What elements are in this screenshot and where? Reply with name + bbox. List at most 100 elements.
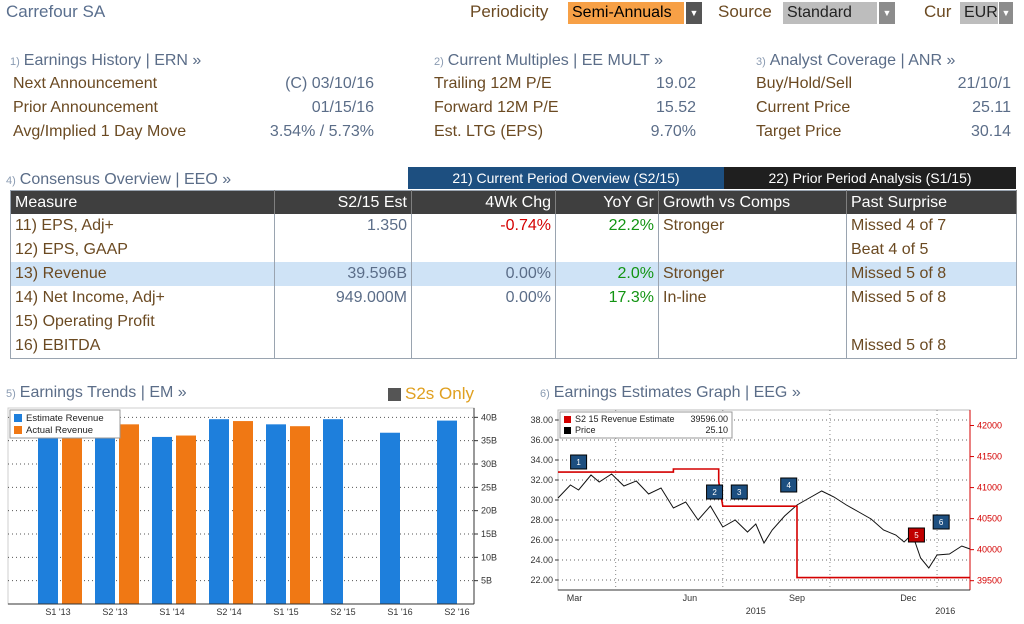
surprise-cell: Missed 5 of 8	[846, 286, 1017, 310]
table-row[interactable]: 12) EPS, GAAP Beat 4 of 5	[10, 238, 1017, 262]
analyst-coverage-link[interactable]: 3) Analyst Coverage | ANR »	[756, 52, 956, 69]
surprise-cell: Missed 5 of 8	[846, 334, 1017, 359]
company-title: Carrefour SA	[6, 2, 106, 21]
y-tick-label-left: 32.00	[530, 475, 553, 485]
source-select[interactable]: Standard	[783, 2, 877, 24]
table-row[interactable]: 11) EPS, Adj+ 1.350 -0.74% 22.2% Stronge…	[10, 214, 1017, 238]
svg-text:4: 4	[786, 481, 791, 490]
column-header-past-surprise[interactable]: Past Surprise	[846, 190, 1017, 214]
measure-cell: 12) EPS, GAAP	[10, 238, 275, 262]
y-tick-label-left: 22.00	[530, 575, 553, 585]
change-cell: 0.00%	[411, 286, 556, 310]
measure-cell: 14) Net Income, Adj+	[10, 286, 275, 310]
x-year-label: 2016	[935, 606, 955, 616]
y-tick-label-right: 40000	[977, 545, 1002, 555]
bar-estimate	[209, 419, 229, 604]
ltg-value: 9.70%	[650, 123, 696, 140]
x-tick-label: Jun	[683, 593, 698, 603]
forward-pe-value: 15.52	[655, 99, 696, 116]
legend-swatch	[564, 427, 571, 434]
chevron-down-icon[interactable]: ▼	[686, 2, 702, 24]
target-price-value: 30.14	[970, 123, 1011, 140]
earnings-history-link[interactable]: 1) Earnings History | ERN »	[10, 52, 202, 69]
surprise-cell: Missed 4 of 7	[846, 214, 1017, 238]
bar-estimate	[266, 424, 286, 604]
revenue-estimate-line	[558, 468, 970, 579]
table-row[interactable]: 15) Operating Profit	[10, 310, 1017, 334]
svg-text:5: 5	[914, 531, 919, 540]
surprise-cell: Beat 4 of 5	[846, 238, 1017, 262]
y-tick-label-left: 24.00	[530, 555, 553, 565]
yoy-cell: 17.3%	[555, 286, 659, 310]
legend-swatch	[564, 416, 571, 423]
table-row-selected[interactable]: 13) Revenue 39.596B 0.00% 2.0% Stronger …	[10, 262, 1017, 286]
source-label: Source	[718, 2, 772, 21]
chart-legend: S2 15 Revenue Estimate 39596.00 Price 25.10	[559, 411, 733, 439]
svg-text:3: 3	[737, 488, 742, 497]
yoy-cell	[555, 334, 659, 359]
column-header-growth-vs-comps[interactable]: Growth vs Comps	[658, 190, 847, 214]
change-cell: -0.74%	[411, 214, 556, 238]
x-tick-label: S1 '15	[273, 607, 298, 617]
tab-prior-period[interactable]: 22) Prior Period Analysis (S1/15)	[724, 167, 1016, 189]
s2-only-label[interactable]: S2s Only	[405, 384, 474, 403]
x-tick-label: S2 '15	[330, 607, 355, 617]
s2-only-checkbox[interactable]	[388, 388, 401, 401]
chevron-down-icon[interactable]: ▼	[879, 2, 895, 24]
next-announcement-label: Next Announcement	[13, 75, 158, 92]
x-tick-label: S1 '14	[159, 607, 184, 617]
chevron-down-icon[interactable]: ▼	[999, 2, 1013, 24]
tab-current-period[interactable]: 21) Current Period Overview (S2/15)	[408, 167, 724, 189]
y-tick-label-left: 26.00	[530, 535, 553, 545]
estimate-cell	[274, 238, 412, 262]
event-marker: 5	[907, 527, 925, 543]
measure-cell: 16) EBITDA	[10, 334, 275, 359]
bar-estimate	[380, 432, 400, 604]
y-tick-label: 25B	[481, 482, 497, 492]
estimate-cell: 1.350	[274, 214, 412, 238]
earnings-trends-link[interactable]: 5) Earnings Trends | EM »	[6, 384, 187, 401]
avg-move-label: Avg/Implied 1 Day Move	[13, 123, 187, 140]
earnings-trends-chart: 5B 10B 15B 20B 25B 30B 35B 40B S1 '13 S2 '13 S1 '1…	[7, 407, 497, 617]
growth-cell	[658, 334, 847, 359]
y-tick-label-right: 40500	[977, 514, 1002, 524]
consensus-overview-link[interactable]: 4) Consensus Overview | EEO »	[6, 171, 232, 188]
table-row[interactable]: 16) EBITDA Missed 5 of 8	[10, 334, 1017, 359]
change-cell: 0.00%	[411, 262, 556, 286]
buy-hold-sell-value: 21/10/1	[957, 75, 1011, 92]
svg-text:6: 6	[939, 518, 944, 527]
column-header-measure[interactable]: Measure	[10, 190, 275, 214]
x-tick-label: Mar	[567, 593, 583, 603]
change-cell	[411, 334, 556, 359]
periodicity-label: Periodicity	[470, 2, 549, 21]
current-multiples-link[interactable]: 2) Current Multiples | EE MULT »	[434, 52, 663, 69]
y-tick-label-right: 42000	[977, 421, 1002, 431]
x-tick-label: Dec	[900, 593, 917, 603]
surprise-cell: Missed 5 of 8	[846, 262, 1017, 286]
growth-cell: Stronger	[658, 262, 847, 286]
prior-announcement-label: Prior Announcement	[13, 99, 158, 116]
x-year-label: 2015	[746, 606, 766, 616]
periodicity-select[interactable]: Semi-Annuals	[568, 2, 684, 24]
earnings-estimates-graph-link[interactable]: 6) Earnings Estimates Graph | EEG »	[540, 384, 801, 401]
legend-label: Estimate Revenue	[26, 413, 104, 424]
estimate-cell	[274, 334, 412, 359]
column-header-4wk-change[interactable]: 4Wk Chg	[411, 190, 556, 214]
x-tick-label: Sep	[789, 593, 805, 603]
y-tick-label: 20B	[481, 506, 497, 516]
column-header-estimate[interactable]: S2/15 Est	[274, 190, 412, 214]
earnings-estimates-chart: 22.00 24.00 26.00 28.00 30.00 32.00 34.00 36.00…	[530, 409, 1002, 616]
event-marker: 6	[932, 514, 950, 530]
event-marker: 4	[780, 477, 798, 493]
bar-estimate	[152, 436, 172, 604]
next-announcement-value: (C) 03/10/16	[285, 75, 374, 92]
legend-value: 25.10	[705, 425, 728, 435]
y-tick-label: 30B	[481, 459, 497, 469]
y-tick-label: 15B	[481, 529, 497, 539]
column-header-yoy-growth[interactable]: YoY Gr	[555, 190, 659, 214]
x-tick-label: S1 '16	[387, 607, 412, 617]
currency-select[interactable]: EUR	[960, 2, 998, 24]
table-row[interactable]: 14) Net Income, Adj+ 949.000M 0.00% 17.3…	[10, 286, 1017, 310]
bar-actual	[233, 421, 253, 604]
yoy-cell: 22.2%	[555, 214, 659, 238]
